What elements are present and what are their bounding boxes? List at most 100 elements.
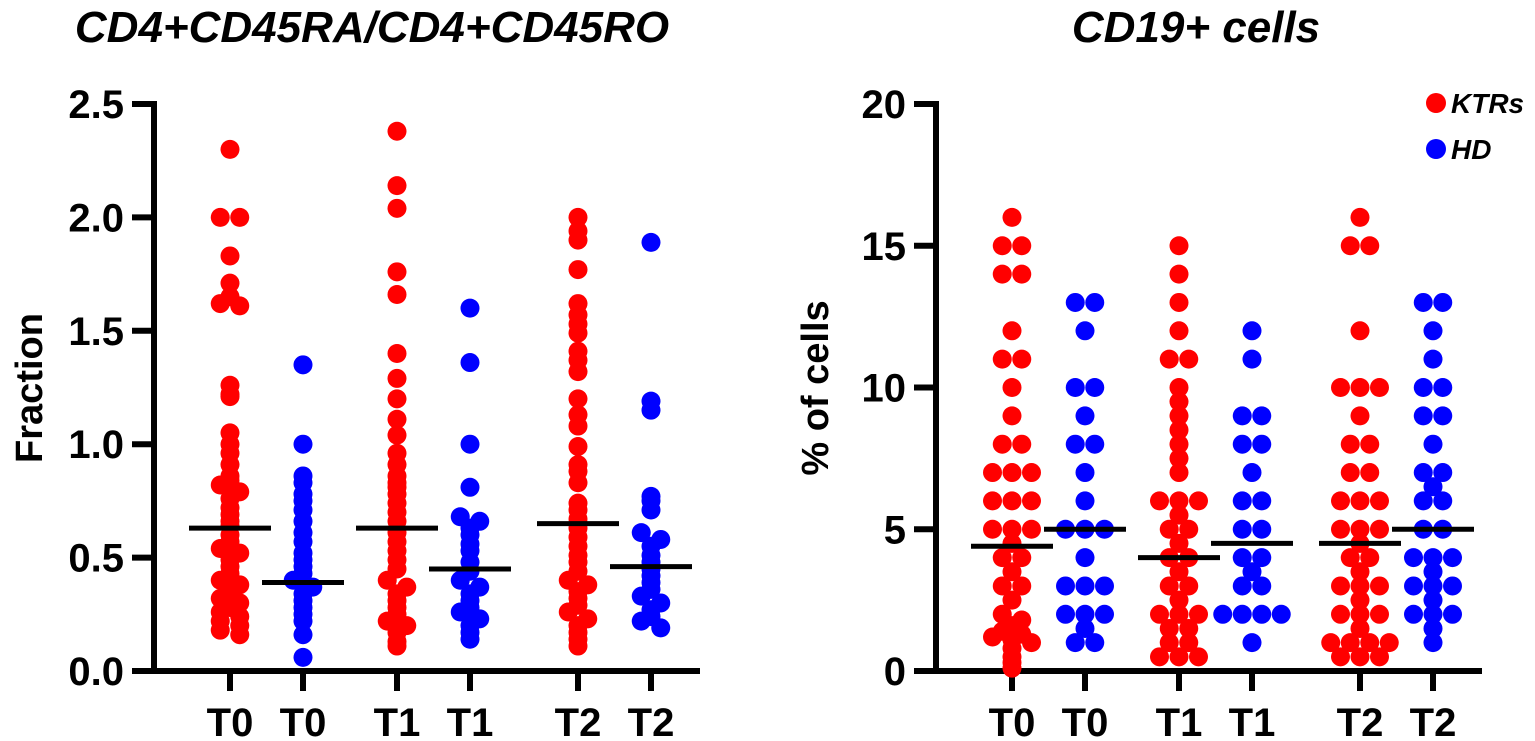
right-point-hd	[1433, 491, 1453, 511]
right-point-ktrs	[1169, 292, 1189, 312]
right-point-ktrs	[1169, 236, 1189, 256]
right-point-hd	[1433, 292, 1453, 312]
right-point-hd	[1252, 434, 1272, 454]
left-point-hd	[450, 602, 470, 622]
left-point-ktrs	[568, 260, 588, 280]
right-point-ktrs	[1012, 434, 1032, 454]
right-point-ktrs	[1350, 604, 1370, 624]
right-point-hd	[1095, 576, 1114, 596]
right-point-ktrs	[983, 627, 1002, 647]
right-point-ktrs	[1002, 378, 1022, 397]
right-point-ktrs	[1169, 505, 1189, 525]
right-point-ktrs	[1022, 519, 1041, 539]
right-point-hd	[1423, 321, 1443, 341]
right-point-ktrs	[1189, 491, 1208, 511]
right-point-ktrs	[1360, 463, 1380, 483]
right-point-hd	[1423, 349, 1443, 369]
right-point-ktrs	[1340, 633, 1360, 653]
right-point-ktrs	[1350, 491, 1370, 511]
left-point-hd	[641, 232, 661, 252]
left-point-ktrs	[220, 387, 240, 407]
left-y-tick-label: 1.0	[68, 423, 124, 467]
right-point-hd	[1075, 604, 1095, 624]
right-point-ktrs	[1022, 491, 1041, 511]
chart-left-y-axis-label: Fraction	[9, 313, 51, 463]
right-point-ktrs	[1340, 434, 1360, 454]
right-point-ktrs	[1350, 590, 1370, 610]
left-point-ktrs	[230, 296, 250, 316]
right-point-ktrs	[1159, 633, 1179, 653]
right-point-ktrs	[1350, 378, 1370, 397]
right-point-ktrs	[1159, 576, 1179, 596]
right-point-hd	[1232, 434, 1252, 454]
right-point-ktrs	[1002, 207, 1022, 227]
right-point-hd	[1443, 548, 1462, 568]
right-point-ktrs	[1169, 264, 1189, 284]
right-point-hd	[1242, 321, 1262, 341]
left-point-ktrs	[568, 416, 588, 436]
right-point-ktrs	[1340, 236, 1360, 256]
right-point-ktrs	[1350, 562, 1370, 582]
right-point-ktrs	[1169, 448, 1189, 468]
right-point-hd	[1423, 604, 1443, 624]
right-point-ktrs	[1169, 378, 1189, 397]
right-x-tick-label: T1	[1156, 701, 1203, 741]
chart-left-y-ticks: 0.0 0.5 1.0 1.5 2.0 2.5	[68, 83, 154, 694]
left-point-hd	[293, 647, 313, 667]
left-point-hd	[450, 570, 470, 590]
left-point-ktrs	[568, 323, 588, 343]
right-point-ktrs	[1331, 519, 1350, 539]
right-point-hd	[1404, 576, 1423, 596]
left-y-tick-label: 1.5	[68, 310, 124, 354]
right-point-ktrs	[992, 434, 1012, 454]
left-point-ktrs	[387, 285, 407, 305]
right-point-ktrs	[1012, 349, 1032, 369]
right-point-ktrs	[1340, 463, 1360, 483]
right-point-hd	[1075, 618, 1095, 638]
right-point-ktrs	[1159, 519, 1179, 539]
right-point-ktrs	[1169, 533, 1189, 553]
right-point-ktrs	[1179, 618, 1199, 638]
chart-left: CD4+CD45RA/CD4+CD45RO Fraction 0.0 0.5 1.0…	[9, 3, 700, 741]
left-point-ktrs	[387, 121, 407, 141]
right-point-ktrs	[1169, 463, 1189, 483]
legend-label-ktrs: KTRs	[1451, 88, 1524, 119]
right-point-hd	[1232, 491, 1252, 511]
right-point-ktrs	[1169, 434, 1189, 454]
right-point-hd	[1075, 406, 1095, 426]
left-point-hd	[460, 434, 480, 454]
right-y-tick-label: 0	[884, 650, 906, 694]
left-point-ktrs	[387, 389, 407, 409]
left-y-tick-label: 0.5	[68, 537, 124, 581]
right-point-ktrs	[1169, 590, 1189, 610]
right-point-ktrs	[1321, 633, 1341, 653]
right-point-hd	[1232, 576, 1252, 596]
right-point-ktrs	[1370, 491, 1389, 511]
legend-marker-hd	[1426, 139, 1446, 159]
right-point-ktrs	[1350, 647, 1370, 667]
right-point-ktrs	[1331, 491, 1350, 511]
right-x-tick-label: T0	[1062, 701, 1109, 741]
right-point-ktrs	[1002, 321, 1022, 341]
left-point-ktrs	[568, 230, 588, 250]
right-point-hd	[1085, 633, 1105, 653]
right-point-ktrs	[1331, 604, 1350, 624]
right-point-ktrs	[1360, 548, 1380, 568]
right-point-hd	[1075, 576, 1095, 596]
right-point-ktrs	[1150, 647, 1169, 667]
left-point-hd	[460, 629, 480, 649]
left-point-ktrs	[230, 207, 250, 227]
right-y-tick-label: 15	[862, 225, 907, 269]
right-x-tick-label: T0	[989, 701, 1036, 741]
chart-left-medians	[189, 521, 692, 586]
right-point-hd	[1423, 548, 1443, 568]
right-point-hd	[1252, 406, 1272, 426]
right-point-hd	[1413, 463, 1433, 483]
right-point-ktrs	[1002, 590, 1022, 610]
left-y-tick-label: 2.0	[68, 196, 124, 240]
left-point-hd	[631, 611, 651, 631]
right-point-hd	[1413, 378, 1433, 397]
left-point-ktrs	[210, 620, 230, 640]
right-point-ktrs	[983, 463, 1002, 483]
